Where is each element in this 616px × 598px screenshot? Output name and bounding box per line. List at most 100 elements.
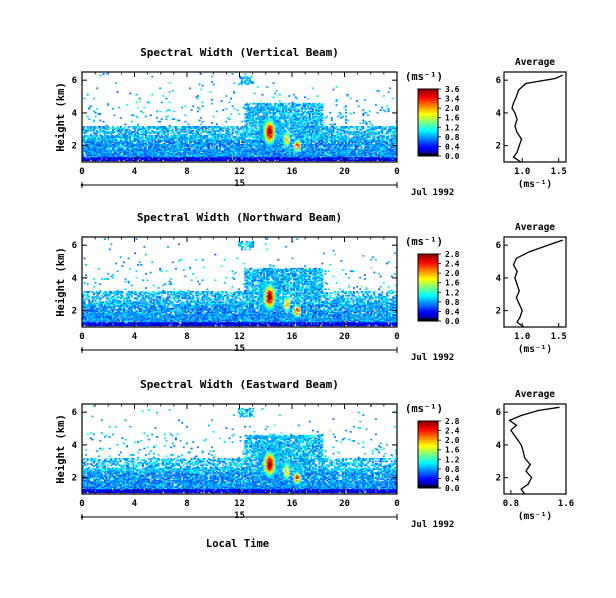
average-profile-point <box>562 240 563 241</box>
average-y-tick-label: 2 <box>496 474 501 484</box>
average-x-tick-label: 1.0 <box>514 332 530 342</box>
colorbar-tick-label: 2.8 <box>445 417 460 426</box>
heatmap-cells <box>82 73 397 161</box>
average-profile-point <box>520 161 521 162</box>
average-profile-point <box>517 284 518 285</box>
x-tick-label: 8 <box>184 499 189 509</box>
date-label: Jul 1992 <box>411 188 454 198</box>
x-tick-label: 16 <box>287 499 298 509</box>
average-x-label: (ms⁻¹) <box>518 511 552 522</box>
y-tick-label: 6 <box>72 76 77 86</box>
average-profile-point <box>519 317 520 318</box>
heatmap-cells <box>82 238 397 326</box>
average-profile-point <box>509 420 510 421</box>
x-tick-label: 12 <box>234 332 245 342</box>
average-profile-line <box>510 407 560 494</box>
average-profile-point <box>514 112 515 113</box>
average-profile-point <box>517 152 518 153</box>
average-profile-point <box>513 103 514 104</box>
average-x-tick-label: 1.6 <box>558 499 574 509</box>
colorbar-tick-label: 3.6 <box>445 85 460 94</box>
average-profile-point <box>547 245 548 246</box>
y-axis-label: Height (km) <box>55 414 67 484</box>
day-axis-start <box>81 516 83 518</box>
average-y-tick-label: 2 <box>496 307 501 317</box>
colorbar-tick-label: 0.0 <box>445 317 460 326</box>
average-x-label: (ms⁻¹) <box>518 344 552 355</box>
y-tick-label: 4 <box>72 441 78 451</box>
average-title: Average <box>515 57 555 68</box>
colorbar: 2.82.42.01.61.20.80.40.0 <box>418 417 460 493</box>
panel-title: Spectral Width (Northward Beam) <box>137 211 342 224</box>
y-axis-label: Height (km) <box>55 82 67 152</box>
average-profile-point <box>516 96 517 97</box>
x-tick-label: 20 <box>339 499 350 509</box>
average-profile-point <box>522 310 523 311</box>
x-tick-label: 0 <box>79 332 84 342</box>
average-profile-point <box>517 119 518 120</box>
average-profile-point <box>528 484 529 485</box>
date-label: Jul 1992 <box>411 353 454 363</box>
average-profile-point <box>525 471 526 472</box>
y-tick-label: 4 <box>72 274 78 284</box>
x-axis-label: Local Time <box>206 538 269 550</box>
colorbar-tick-label: 0.8 <box>445 465 460 474</box>
average-profile-point <box>519 290 520 291</box>
average-profile-point <box>538 410 539 411</box>
heatmap-cells <box>82 405 397 493</box>
colorbar: 3.63.42.01.61.20.80.40.0 <box>418 85 460 161</box>
y-tick-label: 2 <box>72 142 77 152</box>
average-profile-point <box>521 139 522 140</box>
x-tick-label: 20 <box>339 167 350 177</box>
y-tick-label: 6 <box>72 408 77 418</box>
x-tick-label: 0 <box>394 167 399 177</box>
y-tick-label: 4 <box>72 109 78 119</box>
colorbar: 2.82.42.01.61.20.80.40.0 <box>418 250 460 326</box>
colorbar-tick-label: 2.0 <box>445 104 460 113</box>
average-profile-point <box>513 157 514 158</box>
colorbar-tick-label: 2.0 <box>445 269 460 278</box>
average-y-tick-label: 6 <box>496 76 501 86</box>
colorbar-unit: (ms⁻¹) <box>405 403 443 415</box>
average-profile-point <box>529 251 530 252</box>
average-profile-point <box>519 304 520 305</box>
average-profile-point <box>517 439 518 440</box>
average-profile-point <box>521 444 522 445</box>
panel-title: Spectral Width (Vertical Beam) <box>140 46 339 59</box>
colorbar-tick-label: 0.8 <box>445 133 460 142</box>
x-tick-label: 4 <box>132 332 138 342</box>
average-x-tick-label: 1.0 <box>514 167 530 177</box>
x-tick-label: 0 <box>79 499 84 509</box>
date-label: Jul 1992 <box>411 520 454 530</box>
x-tick-label: 8 <box>184 167 189 177</box>
average-frame <box>504 404 566 494</box>
average-y-tick-label: 2 <box>496 142 501 152</box>
colorbar-tick-label: 0.4 <box>445 142 460 151</box>
colorbar-tick-label: 1.2 <box>445 455 460 464</box>
day-label: 15 <box>234 344 245 354</box>
x-tick-label: 0 <box>394 332 399 342</box>
average-profile-point <box>514 277 515 278</box>
average-profile-point <box>516 297 517 298</box>
average-x-label: (ms⁻¹) <box>518 179 552 190</box>
colorbar-tick-label: 0.4 <box>445 474 460 483</box>
average-y-tick-label: 4 <box>496 109 502 119</box>
panel-2: Spectral Width (Northward Beam)0 4 8 12 16 20… <box>55 211 567 363</box>
colorbar-tick-label: 1.2 <box>445 123 460 132</box>
average-y-tick-label: 6 <box>496 241 501 251</box>
colorbar-tick-label: 2.0 <box>445 436 460 445</box>
average-y-tick-label: 6 <box>496 408 501 418</box>
colorbar-tick-label: 0.4 <box>445 307 460 316</box>
average-profile-point <box>523 451 524 452</box>
panel-3: Spectral Width (Eastward Beam)0 4 8 12 16 20 0… <box>55 378 574 550</box>
colorbar-tick-label: 1.6 <box>445 446 460 455</box>
y-tick-label: 2 <box>72 474 77 484</box>
average-title: Average <box>515 389 555 400</box>
average-x-tick-label: 1.5 <box>551 332 567 342</box>
day-axis-start <box>81 184 83 186</box>
colorbar-tick-label: 0.0 <box>445 484 460 493</box>
x-tick-label: 4 <box>132 499 138 509</box>
